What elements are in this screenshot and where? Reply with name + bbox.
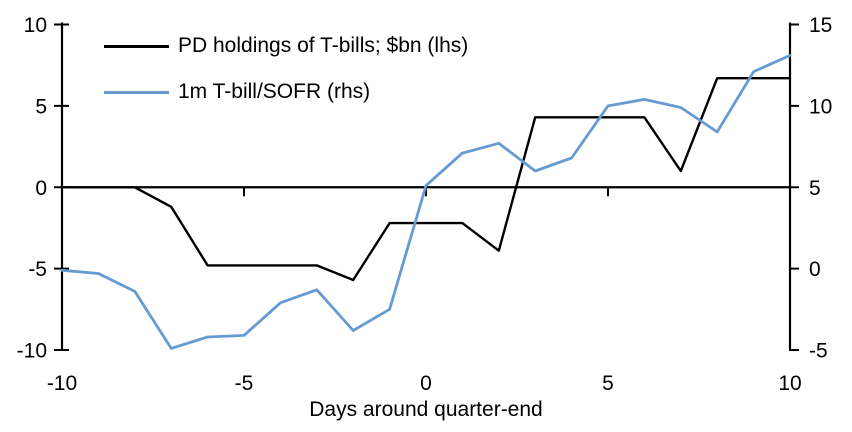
left-axis-tick-label: -5: [28, 258, 47, 281]
series-line-1m-t-bill-sofr-rhs: [60, 54, 792, 350]
legend-item-pd-holdings: PD holdings of T-bills; $bn (lhs): [104, 33, 468, 59]
right-axis-tick-label: 15: [809, 14, 832, 37]
legend-line-swatch-black: [104, 44, 169, 48]
x-axis-tick-label: -10: [47, 372, 77, 395]
legend-item-tbill-sofr: 1m T-bill/SOFR (rhs): [104, 79, 468, 105]
x-axis-tick-label: 10: [778, 372, 801, 395]
legend-label-tbill-sofr: 1m T-bill/SOFR (rhs): [178, 80, 371, 103]
left-axis-tick-label: 10: [24, 14, 47, 37]
legend: PD holdings of T-bills; $bn (lhs) 1m T-b…: [104, 33, 468, 125]
x-axis-title: Days around quarter-end: [309, 398, 543, 421]
right-axis-tick-label: 0: [809, 258, 821, 281]
x-axis-tick-label: 5: [602, 372, 614, 395]
series-line-pd-holdings-of-t-bills-bn-lhs: [60, 76, 792, 282]
x-axis-tick-label: -5: [235, 372, 254, 395]
right-axis-tick-label: -5: [809, 340, 828, 363]
x-axis-tick-label: 0: [420, 372, 432, 395]
legend-label-pd-holdings: PD holdings of T-bills; $bn (lhs): [178, 34, 469, 57]
right-axis-tick-label: 10: [809, 95, 832, 118]
right-axis-tick-label: 5: [809, 177, 821, 200]
left-axis-tick-label: 0: [35, 177, 47, 200]
left-axis-tick-label: 5: [35, 95, 47, 118]
left-axis-tick-label: -10: [17, 340, 47, 363]
legend-line-swatch-blue: [104, 90, 169, 94]
